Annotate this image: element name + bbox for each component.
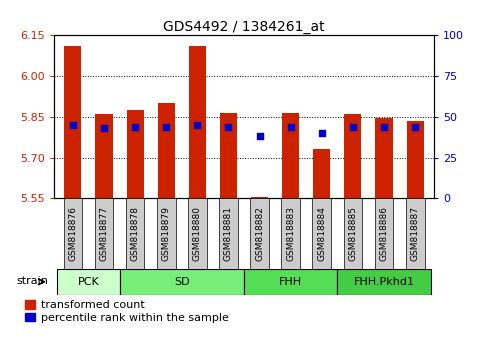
Bar — [407, 121, 423, 198]
Bar — [251, 197, 268, 198]
Text: GSM818886: GSM818886 — [380, 206, 388, 261]
Bar — [188, 198, 207, 269]
Text: GSM818883: GSM818883 — [286, 206, 295, 261]
Point — [193, 122, 201, 128]
Point — [162, 124, 170, 130]
Bar — [344, 198, 362, 269]
Point — [380, 124, 388, 130]
Text: GSM818884: GSM818884 — [317, 206, 326, 261]
Bar — [64, 198, 82, 269]
Text: GSM818879: GSM818879 — [162, 206, 171, 261]
Text: SD: SD — [174, 277, 190, 287]
Bar — [220, 113, 237, 198]
Bar — [313, 149, 330, 198]
Bar — [244, 269, 337, 295]
Text: GSM818880: GSM818880 — [193, 206, 202, 261]
Bar — [189, 46, 206, 198]
Text: strain: strain — [16, 276, 48, 286]
Bar — [406, 198, 424, 269]
Bar — [345, 114, 361, 198]
Bar — [282, 198, 300, 269]
Text: GSM818876: GSM818876 — [69, 206, 77, 261]
Text: GSM818885: GSM818885 — [349, 206, 357, 261]
Text: GSM818877: GSM818877 — [100, 206, 108, 261]
Point — [349, 124, 357, 130]
Bar — [96, 114, 112, 198]
Text: FHH: FHH — [279, 277, 302, 287]
Bar — [95, 198, 113, 269]
Bar — [337, 269, 431, 295]
Bar — [126, 198, 144, 269]
Bar — [158, 103, 175, 198]
Bar — [250, 198, 269, 269]
Point — [69, 122, 77, 128]
Point — [224, 124, 232, 130]
Point — [318, 130, 326, 136]
Title: GDS4492 / 1384261_at: GDS4492 / 1384261_at — [163, 21, 325, 34]
Point — [411, 124, 419, 130]
Bar — [375, 198, 393, 269]
Text: GSM818878: GSM818878 — [131, 206, 140, 261]
Text: GSM818881: GSM818881 — [224, 206, 233, 261]
Bar — [57, 269, 120, 295]
Bar — [313, 198, 331, 269]
Point — [256, 133, 264, 139]
Point — [287, 124, 295, 130]
Point — [100, 125, 108, 131]
Text: FHH.Pkhd1: FHH.Pkhd1 — [353, 277, 415, 287]
Text: GSM818887: GSM818887 — [411, 206, 420, 261]
Point — [131, 124, 139, 130]
Bar — [65, 46, 81, 198]
Text: GSM818882: GSM818882 — [255, 206, 264, 261]
Legend: transformed count, percentile rank within the sample: transformed count, percentile rank withi… — [25, 300, 229, 323]
Bar — [376, 118, 392, 198]
Bar — [120, 269, 244, 295]
Bar — [157, 198, 176, 269]
Bar — [282, 113, 299, 198]
Text: PCK: PCK — [77, 277, 99, 287]
Bar — [127, 110, 143, 198]
Bar — [219, 198, 238, 269]
